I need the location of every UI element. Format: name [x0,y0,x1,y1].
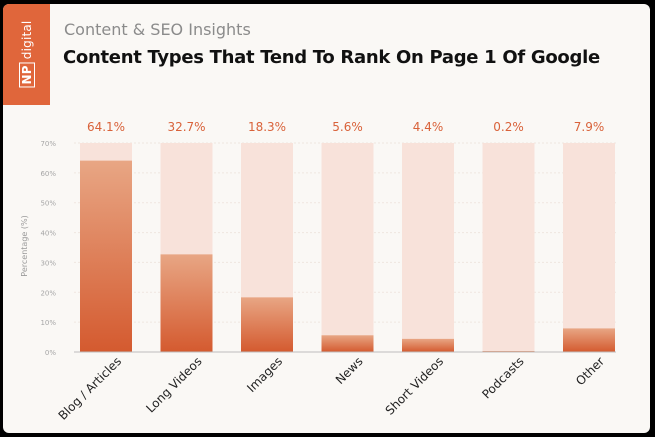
background-bar [563,143,615,352]
data-bar [160,254,213,352]
background-bar [321,143,374,352]
chart-title: Content Types That Tend To Rank On Page … [63,47,600,68]
category-label: Long Videos [143,354,204,415]
data-bar [563,328,615,352]
value-labels: 64.1% 32.7% 18.3% 5.6% 4.4% 0.2% 7.9% [87,120,604,134]
background-bars [80,143,615,352]
value-label: 4.4% [413,120,444,134]
category-label: News [333,354,366,387]
value-label: 5.6% [332,120,363,134]
background-bar [482,143,535,352]
chart-subtitle: Content & SEO Insights [64,20,251,39]
y-axis-ticks: 0% 10% 20% 30% 40% 50% 60% 70% [40,140,56,357]
y-axis-label: Percentage (%) [20,215,29,276]
value-label: 32.7% [167,120,205,134]
value-label: 7.9% [574,120,605,134]
y-tick-label: 20% [40,289,56,297]
x-axis-labels: Blog / Articles Long Videos Images News Shor… [56,354,608,423]
y-tick-label: 30% [40,259,56,267]
data-bar [402,338,454,352]
np-digital-logo: NPdigital [3,4,50,105]
category-label: Blog / Articles [56,354,125,423]
category-label: Podcasts [479,354,526,401]
y-tick-label: 40% [40,230,56,238]
y-tick-label: 0% [45,349,56,357]
data-bar [321,335,374,352]
y-tick-label: 10% [40,319,56,327]
y-tick-label: 50% [40,200,56,208]
y-tick-label: 60% [40,170,56,178]
data-bar [241,297,293,352]
y-tick-label: 70% [40,140,56,148]
data-bar [80,160,132,352]
category-label: Images [244,354,285,395]
data-bars [80,160,615,352]
value-label: 64.1% [87,120,125,134]
background-bar [402,143,454,352]
value-label: 18.3% [248,120,286,134]
category-label: Other [573,354,607,388]
value-label: 0.2% [493,120,524,134]
category-label: Short Videos [383,354,447,418]
